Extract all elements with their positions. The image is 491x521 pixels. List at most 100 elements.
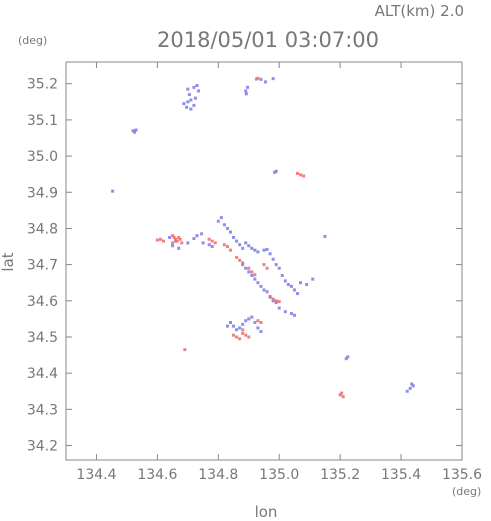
data-point bbox=[259, 284, 263, 288]
y-tick-label: 34.8 bbox=[27, 221, 58, 237]
data-point bbox=[244, 266, 248, 270]
data-point bbox=[259, 77, 263, 81]
data-point bbox=[274, 301, 278, 305]
data-point bbox=[292, 288, 296, 292]
data-point bbox=[259, 321, 263, 325]
data-point bbox=[225, 226, 229, 230]
data-point bbox=[180, 241, 184, 245]
data-point bbox=[228, 248, 232, 252]
data-point bbox=[235, 328, 239, 332]
data-point bbox=[253, 248, 257, 252]
data-point bbox=[241, 246, 245, 250]
data-point bbox=[192, 237, 196, 241]
data-point bbox=[273, 170, 277, 174]
data-point bbox=[247, 317, 251, 321]
data-point bbox=[256, 250, 260, 254]
x-tick-label: 135.2 bbox=[320, 467, 360, 483]
data-point bbox=[235, 335, 239, 339]
data-point bbox=[197, 89, 201, 93]
data-point bbox=[289, 311, 293, 315]
data-point bbox=[274, 169, 278, 173]
data-point bbox=[271, 299, 275, 303]
data-point bbox=[344, 357, 348, 361]
y-tick-label: 34.5 bbox=[27, 330, 58, 346]
y-tick-label: 34.7 bbox=[27, 258, 58, 274]
data-point bbox=[246, 85, 250, 89]
data-point bbox=[254, 77, 258, 81]
y-tick-label: 34.2 bbox=[27, 439, 58, 455]
data-point bbox=[265, 290, 269, 294]
data-point bbox=[207, 243, 211, 247]
data-point bbox=[222, 243, 226, 247]
data-point bbox=[174, 237, 178, 241]
data-point bbox=[195, 234, 199, 238]
data-point bbox=[408, 386, 412, 390]
data-point bbox=[177, 246, 181, 250]
data-point bbox=[195, 84, 199, 88]
data-point bbox=[299, 173, 303, 177]
data-point bbox=[225, 324, 229, 328]
y-unit-label: (deg) bbox=[18, 34, 47, 47]
data-point bbox=[247, 270, 251, 274]
data-point bbox=[238, 243, 242, 247]
data-point bbox=[213, 241, 217, 245]
data-point bbox=[311, 277, 315, 281]
data-point bbox=[189, 107, 193, 111]
data-point bbox=[244, 92, 248, 96]
data-point bbox=[171, 244, 175, 248]
data-point bbox=[265, 266, 269, 270]
data-point bbox=[174, 239, 178, 243]
data-point bbox=[192, 103, 196, 107]
data-point bbox=[268, 294, 272, 298]
data-point bbox=[177, 235, 181, 239]
data-point bbox=[411, 384, 415, 388]
x-tick-label: 135.0 bbox=[259, 467, 299, 483]
data-point bbox=[201, 241, 205, 245]
data-point bbox=[182, 102, 186, 106]
data-point bbox=[323, 234, 327, 238]
data-point bbox=[241, 322, 245, 326]
data-point bbox=[299, 281, 303, 285]
y-axis-ticks: 34.2 34.3 34.4 34.5 34.6 34.7 34.8 34.9 35.0 35.1… bbox=[27, 77, 462, 455]
data-point bbox=[238, 337, 242, 341]
data-point bbox=[292, 313, 296, 317]
x-tick-label: 135.6 bbox=[442, 467, 482, 483]
data-point bbox=[222, 223, 226, 227]
data-point bbox=[262, 263, 266, 267]
data-point bbox=[244, 241, 248, 245]
data-point bbox=[268, 252, 272, 256]
y-tick-label: 34.4 bbox=[27, 366, 58, 382]
data-point bbox=[302, 174, 306, 178]
data-point bbox=[277, 300, 281, 304]
data-point bbox=[253, 321, 257, 325]
data-point bbox=[241, 263, 245, 267]
data-point bbox=[111, 189, 115, 193]
plot-frame bbox=[65, 61, 463, 461]
x-axis-label: lon bbox=[255, 503, 278, 521]
data-point bbox=[250, 246, 254, 250]
data-point bbox=[175, 239, 179, 243]
data-point bbox=[250, 270, 254, 274]
data-point bbox=[244, 333, 248, 337]
data-point bbox=[283, 310, 287, 314]
y-tick-label: 35.0 bbox=[27, 149, 58, 165]
data-point bbox=[280, 273, 284, 277]
data-point bbox=[161, 239, 165, 243]
data-point bbox=[219, 216, 223, 220]
data-point bbox=[200, 232, 204, 236]
data-point bbox=[235, 255, 239, 259]
data-point bbox=[192, 85, 196, 89]
data-point bbox=[253, 273, 257, 277]
data-point bbox=[158, 237, 162, 241]
y-tick-label: 35.1 bbox=[27, 113, 58, 129]
y-tick-label: 35.2 bbox=[27, 77, 58, 93]
data-point bbox=[134, 128, 138, 132]
data-point bbox=[178, 237, 182, 241]
data-point bbox=[264, 80, 268, 84]
data-point bbox=[250, 315, 254, 319]
data-point bbox=[338, 393, 342, 397]
x-tick-label: 134.6 bbox=[137, 467, 177, 483]
data-point bbox=[405, 389, 409, 393]
data-point bbox=[232, 235, 236, 239]
